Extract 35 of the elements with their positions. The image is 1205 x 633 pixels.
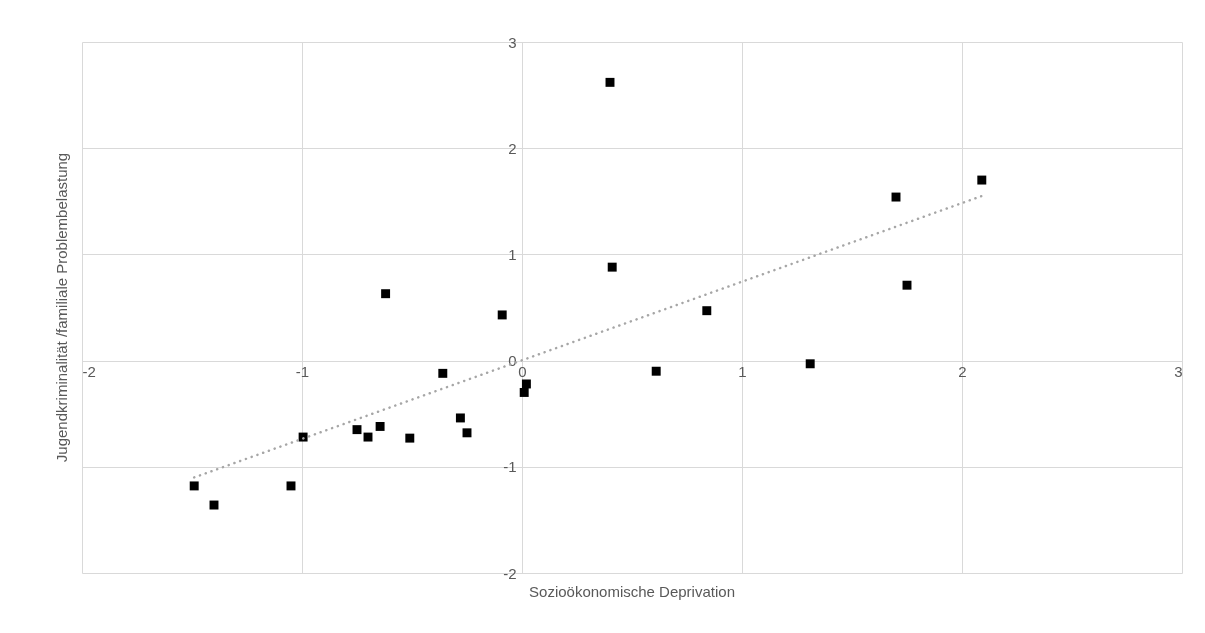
point <box>902 280 912 290</box>
point <box>702 306 712 316</box>
x-axis-title: Sozioökonomische Deprivation <box>529 583 735 600</box>
point <box>891 192 901 202</box>
point <box>497 310 507 320</box>
point <box>286 481 296 491</box>
point <box>607 262 617 272</box>
point <box>977 175 987 185</box>
point <box>455 413 465 423</box>
x-tick-label: 2 <box>958 363 967 381</box>
point <box>209 500 219 510</box>
point <box>405 433 415 443</box>
point <box>519 387 529 397</box>
x-tick-label: 3 <box>1174 363 1183 381</box>
point <box>521 379 531 389</box>
point <box>363 432 373 442</box>
point <box>381 289 391 299</box>
point <box>651 366 661 376</box>
y-tick-label: 2 <box>508 139 517 157</box>
point <box>462 428 472 438</box>
point <box>189 481 199 491</box>
point <box>605 77 615 87</box>
x-tick-label: 1 <box>738 363 747 381</box>
point <box>352 425 362 435</box>
y-tick-label: 3 <box>508 33 517 51</box>
x-tick-label: -2 <box>82 363 96 381</box>
point <box>375 421 385 431</box>
x-tick-label: -1 <box>295 363 310 381</box>
point <box>805 359 815 369</box>
y-axis-title: Jugendkriminalität /familiale Problembelastung <box>53 152 70 463</box>
y-tick-label: -1 <box>503 458 517 476</box>
y-tick-label: -2 <box>503 564 517 582</box>
point <box>438 368 448 378</box>
y-tick-label: 1 <box>508 245 517 263</box>
point <box>298 432 308 442</box>
